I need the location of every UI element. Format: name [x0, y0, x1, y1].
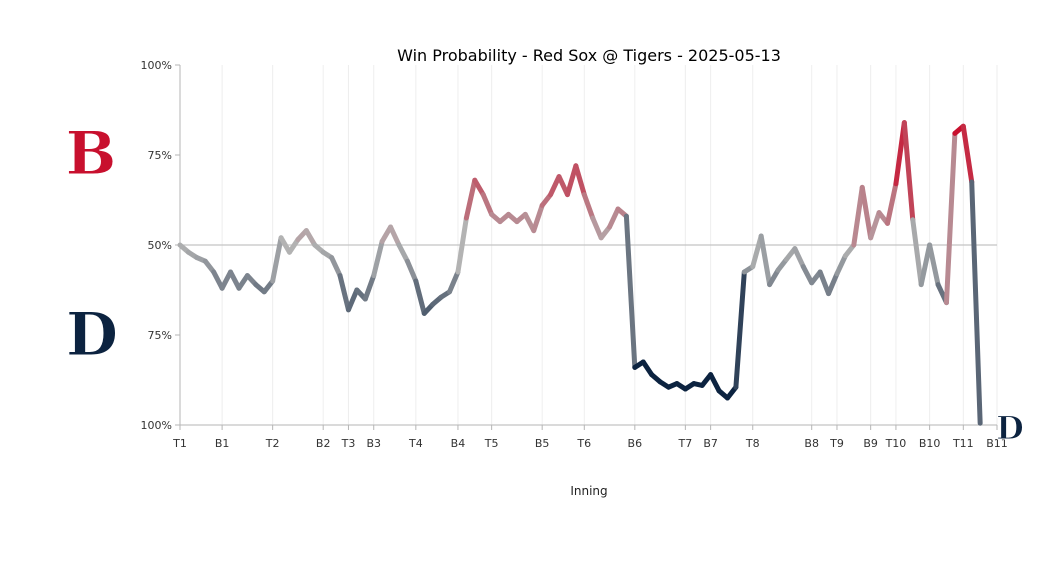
x-tick-label: T6: [576, 437, 591, 450]
x-tick-label: B10: [919, 437, 941, 450]
x-tick-label: T8: [745, 437, 760, 450]
win-probability-segment: [447, 269, 461, 295]
x-tick-label: B9: [863, 437, 878, 450]
win-probability-segment: [792, 246, 806, 270]
win-probability-segment: [859, 184, 874, 241]
win-probability-segment: [851, 184, 865, 248]
win-probability-segment: [767, 267, 781, 288]
tigers-logo: D: [65, 300, 118, 371]
x-tick-label: T2: [265, 437, 280, 450]
x-tick-label: T4: [408, 437, 423, 450]
win-probability-segment: [531, 202, 545, 234]
win-probability-segment: [826, 271, 840, 297]
x-tick-label: T11: [952, 437, 974, 450]
win-probability-segment: [404, 258, 419, 284]
win-probability-segment: [640, 359, 655, 378]
y-tick-label: 100%: [141, 59, 172, 72]
win-probability-segment: [396, 242, 410, 264]
win-probability-segment: [885, 181, 899, 226]
win-probability-segment: [278, 235, 292, 255]
win-probability-segment: [927, 242, 941, 288]
x-tick-label: T10: [885, 437, 907, 450]
win-probability-segment: [228, 269, 242, 291]
win-probability-segment: [303, 228, 318, 248]
x-tick-label: B3: [366, 437, 381, 450]
win-probability-segment: [337, 273, 351, 313]
x-tick-label: B7: [703, 437, 718, 450]
x-tick-label: T3: [341, 437, 356, 450]
win-probability-segment: [758, 233, 773, 288]
y-tick-label: 100%: [141, 419, 172, 432]
win-probability-segment: [590, 215, 604, 241]
x-tick-label: T5: [484, 437, 499, 450]
win-probability-segment: [480, 192, 495, 217]
win-probability-segment: [817, 269, 832, 297]
y-tick-label: 75%: [148, 329, 172, 342]
win-probability-segment: [960, 123, 975, 185]
win-probability-segment: [733, 269, 747, 390]
win-probability-segment: [463, 177, 478, 221]
win-probability-segment: [708, 372, 722, 394]
win-probability-segment: [371, 238, 385, 279]
win-probability-segment: [901, 120, 916, 223]
x-tick-label: B4: [451, 437, 466, 450]
x-tick-label: B2: [316, 437, 331, 450]
win-probability-segment: [548, 174, 562, 198]
win-probability-segment: [800, 264, 815, 286]
win-probability-segment: [413, 278, 427, 316]
win-probability-segment: [868, 210, 882, 241]
win-probability-segment: [472, 177, 486, 198]
axis-layer: [175, 64, 998, 430]
win-probability-segment: [623, 213, 638, 370]
win-probability-segment: [388, 224, 402, 248]
win-probability-segment: [581, 192, 596, 221]
x-tick-label: B1: [215, 437, 230, 450]
win-probability-segment: [329, 255, 343, 279]
x-tick-label: T7: [678, 437, 693, 450]
tigers-d-icon: D: [996, 409, 1024, 447]
win-probability-segment: [564, 163, 579, 198]
win-probability-segment: [918, 242, 933, 288]
y-tick-label: 75%: [148, 149, 172, 162]
x-tick-label: B11: [986, 437, 1008, 450]
win-probability-segment: [834, 253, 848, 277]
x-tick-label: B8: [804, 437, 819, 450]
win-probability-segment: [943, 130, 958, 306]
x-axis-label: Inning: [570, 484, 607, 498]
win-probability-segment: [345, 287, 360, 313]
win-probability-segment: [969, 179, 983, 426]
win-probability-line: [177, 120, 983, 426]
win-probability-segment: [270, 235, 284, 284]
win-probability-segment: [910, 217, 924, 288]
x-tick-label: T9: [829, 437, 844, 450]
tigers-d-icon: D: [66, 300, 118, 370]
win-probability-segment: [362, 273, 377, 302]
red-sox-logo: B: [65, 119, 117, 190]
win-probability-segment: [455, 215, 469, 275]
win-probability-segment: [607, 206, 621, 230]
y-tick-label: 50%: [148, 239, 172, 252]
win-probability-segment: [573, 163, 587, 198]
label-layer: 100%75%50%75%100%T1 B1 T2 B2 T3 B3 T4 B4 T5 B5 T6 B…: [141, 59, 1008, 450]
tigers-logo-end: D: [996, 409, 1025, 448]
x-tick-label: B5: [535, 437, 550, 450]
chart-title: Win Probability - Red Sox @ Tigers - 202…: [397, 46, 781, 65]
win-probability-segment: [286, 237, 301, 255]
x-tick-label: T1: [172, 437, 187, 450]
x-tick-label: B6: [628, 437, 643, 450]
red-sox-b-icon: B: [66, 119, 117, 189]
